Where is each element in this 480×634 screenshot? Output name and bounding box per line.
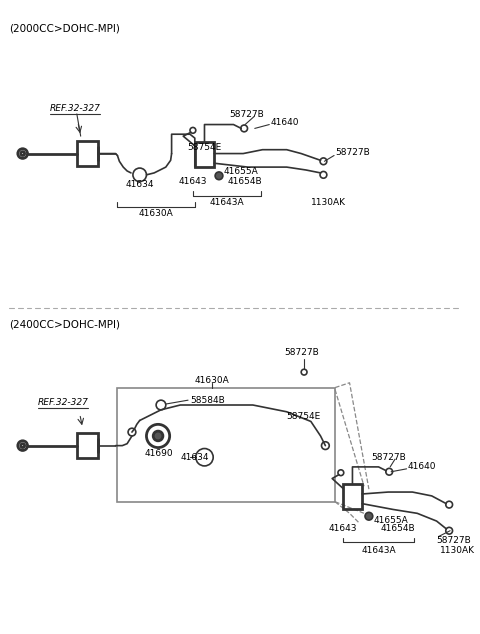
Text: 41655A: 41655A: [374, 515, 408, 524]
Text: 1130AK: 1130AK: [311, 198, 346, 207]
Text: 58727B: 58727B: [284, 348, 319, 358]
Text: 41640: 41640: [408, 462, 436, 472]
Text: REF.32-327: REF.32-327: [50, 104, 101, 113]
Text: 58727B: 58727B: [371, 453, 406, 462]
Text: 41643A: 41643A: [361, 546, 396, 555]
Text: 41654B: 41654B: [228, 177, 263, 186]
Circle shape: [365, 512, 373, 520]
Text: 58727B: 58727B: [229, 110, 264, 119]
Text: 41634: 41634: [180, 453, 209, 462]
Text: 41643A: 41643A: [209, 198, 244, 207]
Circle shape: [215, 172, 223, 179]
Text: 58754E: 58754E: [287, 412, 321, 421]
Bar: [343, 484, 362, 510]
Bar: [195, 142, 214, 167]
Text: 58584B: 58584B: [190, 396, 225, 404]
Text: 58727B: 58727B: [437, 536, 471, 545]
Text: 41630A: 41630A: [139, 209, 173, 218]
Text: 41643: 41643: [179, 177, 207, 186]
Text: 41690: 41690: [144, 449, 173, 458]
Bar: [77, 141, 98, 166]
Text: 58754E: 58754E: [187, 143, 221, 152]
Text: (2000CC>DOHC-MPI): (2000CC>DOHC-MPI): [9, 24, 120, 34]
Bar: [77, 433, 98, 458]
Text: (2400CC>DOHC-MPI): (2400CC>DOHC-MPI): [9, 320, 120, 330]
Text: 41655A: 41655A: [224, 167, 259, 176]
Circle shape: [153, 431, 163, 441]
Text: 41640: 41640: [270, 118, 299, 127]
Text: 1130AK: 1130AK: [440, 546, 475, 555]
Bar: [118, 387, 335, 501]
Text: 41643: 41643: [328, 524, 357, 533]
Text: 58727B: 58727B: [335, 148, 370, 157]
Text: 41654B: 41654B: [381, 524, 415, 533]
Text: REF.32-327: REF.32-327: [38, 398, 89, 407]
Text: 41634: 41634: [125, 180, 154, 189]
Text: 41630A: 41630A: [195, 377, 229, 385]
